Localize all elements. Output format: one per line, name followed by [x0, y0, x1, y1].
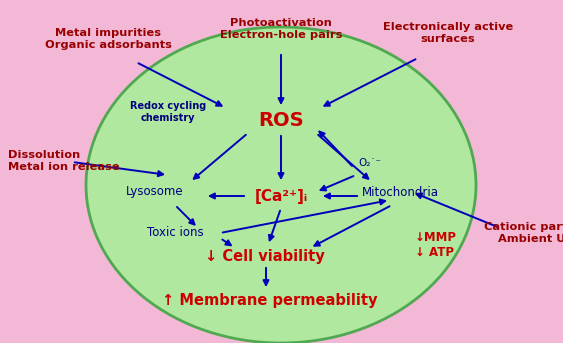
Text: Photoactivation
Electron-hole pairs: Photoactivation Electron-hole pairs [220, 18, 342, 39]
Text: Cationic particles
Ambient UFP: Cationic particles Ambient UFP [484, 222, 563, 244]
Text: ↓ Cell viability: ↓ Cell viability [205, 248, 325, 263]
Text: O₂˙⁻: O₂˙⁻ [358, 158, 381, 168]
Text: ROS: ROS [258, 110, 304, 130]
Text: Lysosome: Lysosome [126, 186, 184, 199]
Text: Toxic ions: Toxic ions [147, 226, 203, 239]
Text: Metal impurities
Organic adsorbants: Metal impurities Organic adsorbants [44, 28, 172, 50]
Text: ↑ Membrane permeability: ↑ Membrane permeability [162, 293, 378, 308]
Text: ↓MMP
↓ ATP: ↓MMP ↓ ATP [415, 231, 457, 259]
Text: [Ca²⁺]ᵢ: [Ca²⁺]ᵢ [254, 189, 307, 203]
Text: Dissolution
Metal ion release: Dissolution Metal ion release [8, 150, 119, 172]
Text: Electronically active
surfaces: Electronically active surfaces [383, 22, 513, 44]
Text: Redox cycling
chemistry: Redox cycling chemistry [130, 101, 206, 123]
Text: Mitochondria: Mitochondria [361, 186, 439, 199]
Ellipse shape [86, 27, 476, 343]
